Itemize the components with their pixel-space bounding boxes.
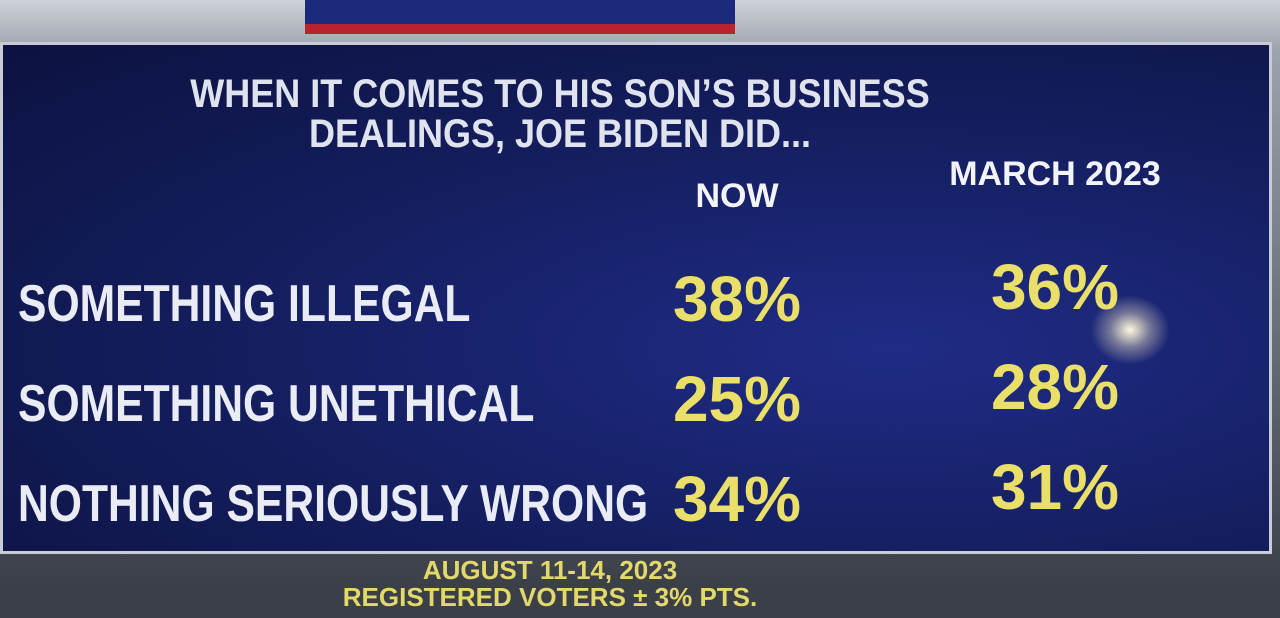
cell-value: 36% (990, 251, 1120, 323)
logo (305, 0, 735, 34)
cell-value: 34% (672, 463, 802, 535)
title-line: WHEN IT COMES TO HIS SON’S BUSINESS (190, 72, 930, 116)
row-label: NOTHING SERIOUSLY WRONG (18, 475, 649, 533)
row-label: SOMETHING ILLEGAL (18, 275, 471, 333)
column-header: MARCH 2023 (949, 155, 1161, 193)
column-header: NOW (695, 177, 779, 215)
row-label: SOMETHING UNETHICAL (18, 375, 535, 433)
cell-value: 25% (672, 363, 802, 435)
cell-value: 28% (990, 351, 1120, 423)
footer-line: REGISTERED VOTERS ± 3% PTS. (342, 582, 758, 612)
cell-value: 31% (990, 451, 1120, 523)
footer-line: AUGUST 11-14, 2023 (422, 555, 678, 585)
glare (1090, 295, 1170, 365)
title-line: DEALINGS, JOE BIDEN DID... (308, 112, 812, 156)
cell-value: 38% (672, 263, 802, 335)
panel (0, 42, 1272, 554)
